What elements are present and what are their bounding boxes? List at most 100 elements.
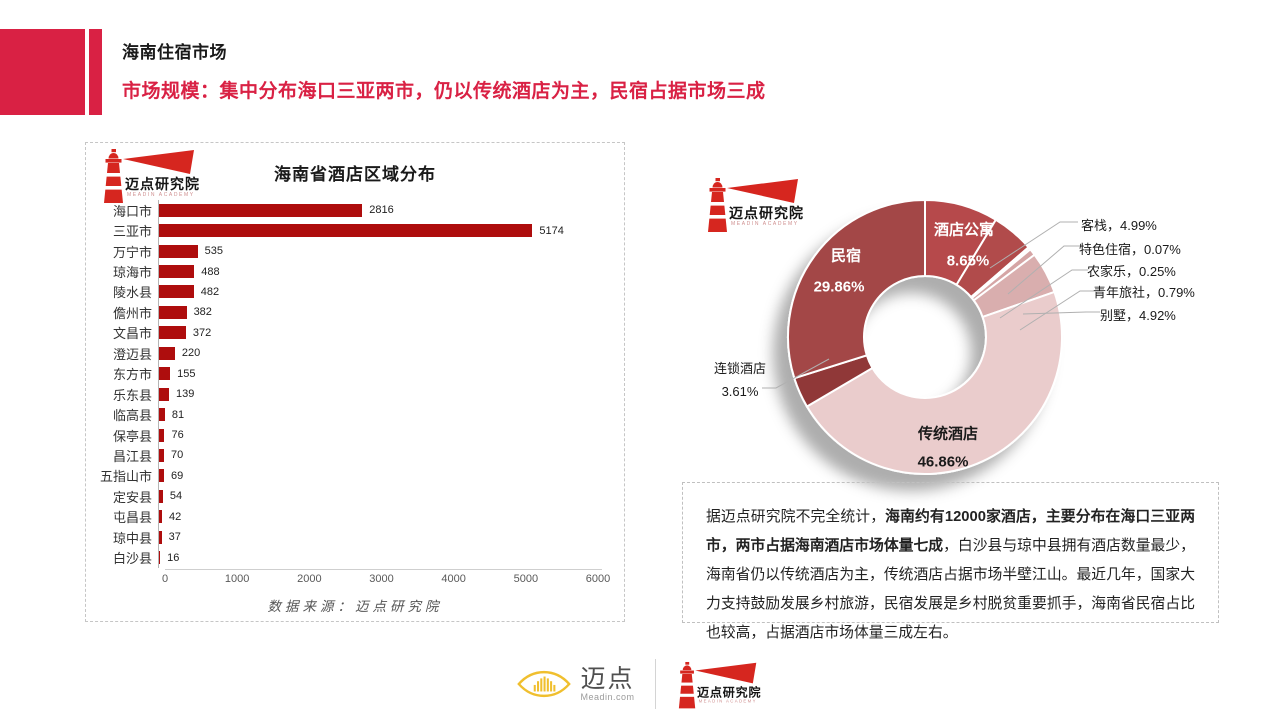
pie-leader-line <box>1019 290 1096 331</box>
bar-chart-title: 海南省酒店区域分布 <box>274 165 436 184</box>
accent-square <box>0 29 85 115</box>
meadin-domain: Meadin.com <box>580 692 635 702</box>
pie-slice-民宿 <box>787 198 926 380</box>
bar-category-label: 白沙县 <box>112 551 152 567</box>
bar <box>159 469 164 483</box>
bar <box>159 489 163 503</box>
bar-row: 陵水县 482 <box>86 281 610 303</box>
bar <box>159 428 165 442</box>
bar-track: 139 <box>158 383 610 405</box>
academy-wordmark: 迈点研究院 <box>696 685 761 699</box>
bar-value: 42 <box>169 510 182 523</box>
bar-track: 220 <box>158 343 610 364</box>
bar <box>159 285 194 299</box>
bar-category-label: 东方市 <box>112 367 152 383</box>
bar <box>159 244 198 258</box>
bar-value: 372 <box>192 326 212 339</box>
pie-leader-line <box>1022 311 1100 315</box>
bar-track: 2816 <box>158 200 610 221</box>
bar-category-label: 乐东县 <box>112 387 152 403</box>
bar-value: 69 <box>170 469 184 482</box>
x-axis-tick: 3000 <box>369 573 394 585</box>
bar-value: 220 <box>181 347 201 360</box>
bar-value: 37 <box>168 531 181 544</box>
bar-track: 37 <box>158 527 610 548</box>
academy-subtext: MEADIN ACADEMY <box>731 221 799 227</box>
bar-category-label: 文昌市 <box>112 326 152 342</box>
note-bold: 海南约有12000家酒店，主要分布在海口三亚两市，两市占据海南酒店市场体量七成 <box>706 509 1195 554</box>
bar-category-label: 儋州市 <box>112 305 152 321</box>
bar-row: 屯昌县 42 <box>86 506 610 527</box>
x-axis-line <box>165 569 602 570</box>
accent-bar <box>89 29 102 115</box>
pie-outside-label: 客栈，4.99% <box>1081 218 1157 233</box>
x-axis-tick: 1000 <box>224 573 250 585</box>
pie-outside-label: 特色住宿，0.07% <box>1079 242 1181 257</box>
bar-track: 155 <box>158 363 610 384</box>
bar-track: 488 <box>158 261 610 282</box>
bar-track: 382 <box>158 302 610 323</box>
bar-row: 三亚市 5174 <box>86 220 610 241</box>
bar-value: 5174 <box>539 224 564 237</box>
bar-rows: 海口市 2816 三亚市 5174 万宁市 535 琼海市 488 陵水县 482 儋州市 382 文昌… <box>86 200 610 568</box>
bar-row: 五指山市 69 <box>86 465 610 487</box>
bar-track: 535 <box>158 240 610 262</box>
x-axis-tick: 0 <box>161 573 169 585</box>
bar-row: 定安县 54 <box>86 486 610 507</box>
chart-source: 数据来源：迈点研究院 <box>267 599 443 615</box>
bar-category-label: 保亭县 <box>112 428 152 444</box>
bar <box>159 346 175 360</box>
bar-category-label: 陵水县 <box>112 285 152 301</box>
bar-row: 儋州市 382 <box>86 302 610 323</box>
bar-track: 482 <box>158 281 610 303</box>
bar-track: 54 <box>158 486 610 507</box>
donut-chart: 酒店公寓 8.65% 传统酒店 46.86% 民宿 29.86% <box>762 198 1100 475</box>
bar-row: 万宁市 535 <box>86 240 610 262</box>
bar <box>159 448 165 462</box>
pie-inside-label: 46.86% <box>918 454 969 471</box>
bar-value: 76 <box>171 429 184 442</box>
bar-category-label: 琼海市 <box>112 265 152 281</box>
bar <box>159 305 187 319</box>
bar-row: 琼中县 37 <box>86 527 610 548</box>
bar-value: 155 <box>177 367 196 380</box>
pie-outside-label: 青年旅社，0.79% <box>1093 285 1195 300</box>
x-axis: 0 1000 2000 3000 4000 5000 6000 <box>86 569 610 586</box>
pie-inside-label: 8.65% <box>947 253 990 270</box>
bar-category-label: 万宁市 <box>112 244 152 260</box>
bar-category-label: 澄迈县 <box>112 346 152 362</box>
bar-value: 488 <box>201 265 220 278</box>
pie-leader-line <box>762 358 830 389</box>
bar-track: 70 <box>158 445 610 466</box>
pie-outside-label: 别墅，4.92% <box>1100 308 1176 323</box>
bar-row: 文昌市 372 <box>86 322 610 344</box>
x-axis-tick: 5000 <box>513 573 539 585</box>
footer: 迈点 Meadin.com 迈点研究院 MEADIN ACADEMY <box>0 656 1280 712</box>
bar-value: 16 <box>167 551 180 564</box>
pie-inside-label: 民宿 <box>831 247 861 265</box>
donut-chart-panel: 迈点研究院 MEADIN ACADEMY 酒店公寓 8.65% 传统酒店 46.86% 民… <box>688 168 1236 480</box>
pie-leader-line <box>999 269 1088 319</box>
bar <box>159 265 195 279</box>
bar <box>159 367 171 381</box>
bar-category-label: 昌江县 <box>112 448 152 464</box>
pie-outside-label: 连锁酒店 3.61% <box>713 361 766 399</box>
lighthouse-icon <box>103 149 194 203</box>
bar-category-label: 海口市 <box>112 203 152 219</box>
bar-track: 76 <box>158 424 610 446</box>
bar-category-label: 三亚市 <box>112 224 152 240</box>
bar <box>159 387 170 401</box>
pie-outside-label: 农家乐，0.25% <box>1087 264 1176 279</box>
bar-category-label: 屯昌县 <box>112 510 152 526</box>
pie-leader-line <box>989 221 1078 269</box>
pie-inside-label: 传统酒店 <box>917 425 978 443</box>
academy-subtext: MEADIN ACADEMY <box>698 698 757 705</box>
eye-icon <box>517 671 572 697</box>
bar-row: 海口市 2816 <box>86 200 610 221</box>
section-title: 海南住宿市场 <box>122 43 227 62</box>
lighthouse-icon <box>707 178 798 232</box>
lighthouse-icon <box>677 661 756 709</box>
bar-track: 372 <box>158 322 610 344</box>
bar <box>159 408 165 422</box>
note-rest: ，白沙县与琼中县拥有酒店数量最少，海南省仍以传统酒店为主，传统酒店占据市场半壁江… <box>706 538 1195 641</box>
